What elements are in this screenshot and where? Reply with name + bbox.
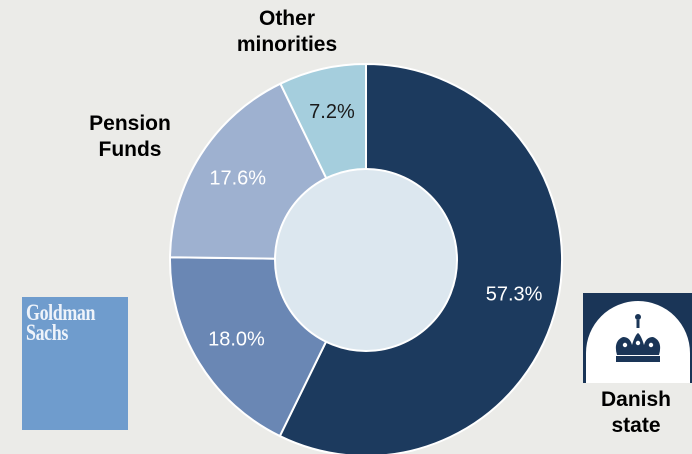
danish-state-logo <box>583 293 692 383</box>
value-label-other-minorities: 7.2% <box>309 101 355 123</box>
donut-hole <box>274 168 458 352</box>
callout-other-minorities: Other minorities <box>236 7 338 56</box>
goldman-sachs-logo: Goldman Sachs <box>22 297 128 430</box>
value-label-pension-funds: 17.6% <box>209 167 266 189</box>
goldman-sachs-logo-text: Goldman Sachs <box>26 300 96 345</box>
value-labels: 57.3% 18.0% 17.6% 7.2% <box>208 101 543 351</box>
callout-pension-funds: Pension Funds <box>89 112 171 161</box>
value-label-danish-state: 57.3% <box>486 283 543 305</box>
callout-danish-state: Danish state <box>600 388 671 437</box>
value-label-goldman-sachs: 18.0% <box>208 329 265 351</box>
crown-icon <box>586 301 690 383</box>
